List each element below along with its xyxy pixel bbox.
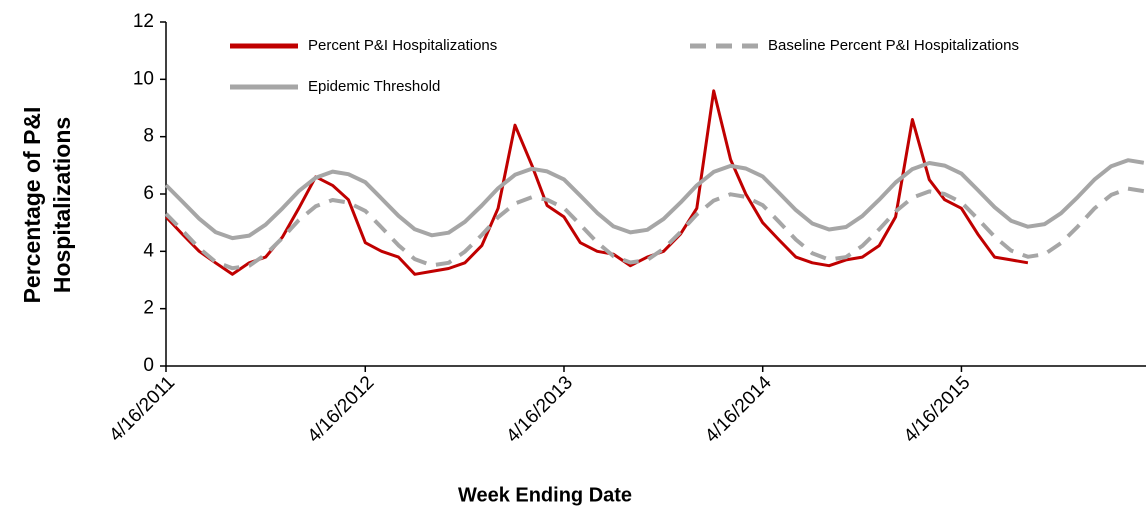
x-tick-label: 4/16/2015 — [900, 372, 975, 447]
y-tick-label: 10 — [133, 68, 154, 89]
y-tick-label: 8 — [143, 126, 154, 147]
series-line — [164, 158, 1145, 241]
y-tick-label: 2 — [143, 298, 154, 319]
x-tick-label: 4/16/2013 — [502, 372, 577, 447]
legend-label: Percent P&I Hospitalizations — [308, 37, 497, 54]
y-tick-label: 6 — [143, 183, 154, 204]
x-axis-title: Week Ending Date — [458, 484, 632, 506]
series-line — [164, 89, 1029, 276]
x-tick-label: 4/16/2011 — [105, 372, 179, 446]
y-tick-label: 12 — [133, 11, 154, 32]
legend-label: Epidemic Threshold — [308, 78, 440, 95]
x-tick-label: 4/16/2012 — [304, 372, 379, 447]
y-axis-title: Hospitalizations — [49, 117, 75, 293]
y-tick-label: 4 — [143, 240, 154, 261]
y-axis-title: Percentage of P&I — [19, 107, 45, 304]
y-tick-label: 0 — [143, 355, 154, 376]
legend-label: Baseline Percent P&I Hospitalizations — [768, 37, 1019, 54]
series-line — [164, 186, 1145, 271]
x-tick-label: 4/16/2014 — [701, 372, 776, 447]
